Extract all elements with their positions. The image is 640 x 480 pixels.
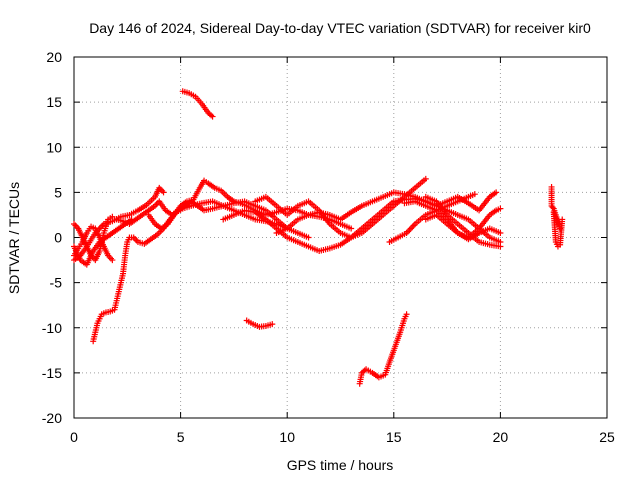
grid-lines xyxy=(74,57,607,418)
y-tick-label: 5 xyxy=(54,184,62,200)
y-tick-label: -20 xyxy=(42,410,62,426)
data-point xyxy=(109,213,116,220)
x-tick-label: 0 xyxy=(70,429,78,445)
x-axis-label: GPS time / hours xyxy=(287,457,394,473)
data-point xyxy=(109,257,116,264)
x-tick-label: 25 xyxy=(599,429,615,445)
y-tick-label: 20 xyxy=(46,49,62,65)
data-point xyxy=(305,234,312,241)
data-point xyxy=(471,191,478,198)
y-tick-label: 15 xyxy=(46,94,62,110)
data-point xyxy=(549,204,556,211)
data-point xyxy=(493,189,500,196)
x-tick-label: 5 xyxy=(177,429,185,445)
chart-title: Day 146 of 2024, Sidereal Day-to-day VTE… xyxy=(89,20,591,36)
x-tick-label: 15 xyxy=(386,429,402,445)
data-point xyxy=(497,243,504,250)
y-axis-label: SDTVAR / TECUs xyxy=(6,182,22,294)
data-point xyxy=(348,225,355,232)
data-point xyxy=(559,216,566,223)
data-point xyxy=(269,321,276,328)
y-tick-label: -15 xyxy=(42,365,62,381)
data-points xyxy=(71,88,566,387)
data-point xyxy=(422,175,429,182)
y-tick-label: 10 xyxy=(46,139,62,155)
y-tick-label: -10 xyxy=(42,320,62,336)
x-tick-label: 10 xyxy=(279,429,295,445)
tick-labels: 0 5 10 15 20 25 -20 -15 -10 -5 0 5 10 15 20 xyxy=(42,49,615,445)
data-point xyxy=(497,229,504,236)
data-point xyxy=(497,205,504,212)
axes xyxy=(73,56,608,419)
y-tick-label: 0 xyxy=(54,230,62,246)
data-point xyxy=(403,311,410,318)
data-point xyxy=(209,113,216,120)
y-tick-label: -5 xyxy=(50,275,63,291)
x-tick-label: 20 xyxy=(493,429,509,445)
data-point xyxy=(160,189,167,196)
